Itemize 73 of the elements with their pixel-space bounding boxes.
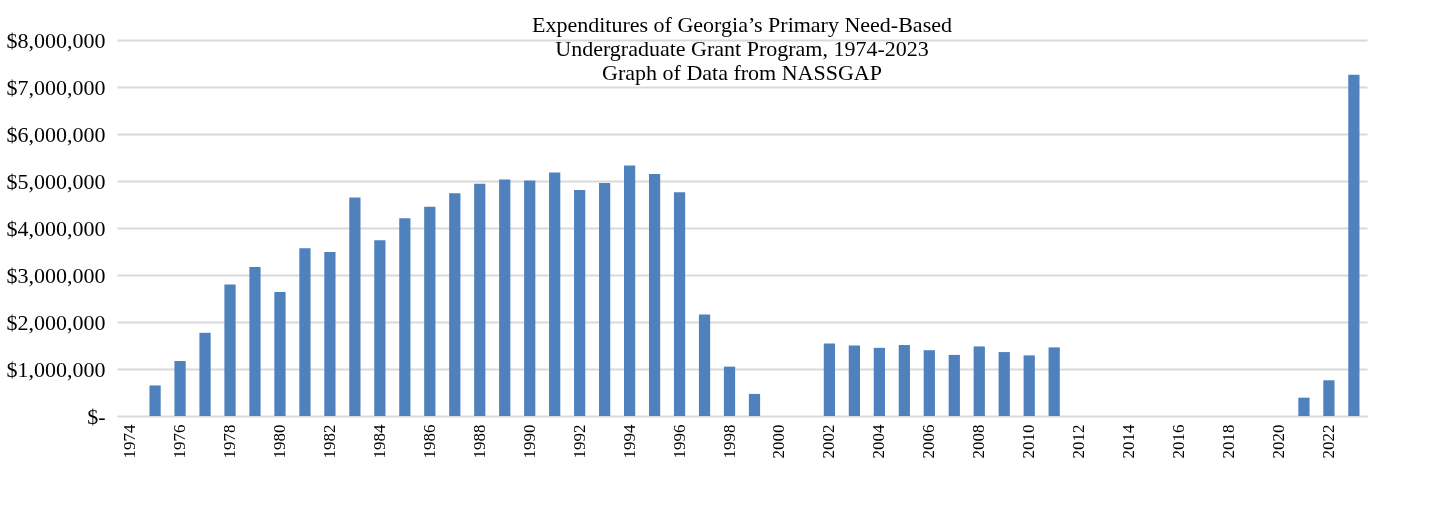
bar: [524, 180, 536, 416]
bar: [374, 240, 386, 416]
chart-title: Expenditures of Georgia’s Primary Need-Based Undergraduate Grant Program, 1974-2023 Graph of Data from NASSGAP: [532, 12, 952, 85]
x-tick-label: 2000: [769, 424, 789, 459]
bar: [673, 192, 686, 416]
x-tick-label: 1992: [569, 424, 589, 459]
x-tick-label: 2002: [819, 424, 839, 459]
x-tick-label: 2010: [1019, 424, 1039, 459]
bar: [723, 366, 736, 416]
x-tick-label: 2008: [969, 424, 989, 459]
x-tick-label: 2006: [919, 424, 939, 459]
bar: [224, 284, 236, 416]
y-tick-label: $8,000,000: [6, 27, 106, 53]
bar: [249, 267, 261, 416]
bar: [324, 251, 336, 416]
bar: [1048, 347, 1060, 416]
y-tick-label: $2,000,000: [6, 309, 106, 335]
x-tick-label: 1986: [419, 424, 439, 459]
bar: [399, 218, 411, 416]
bar: [199, 332, 211, 416]
bar: [648, 173, 661, 416]
bar: [599, 182, 611, 416]
bar: [998, 352, 1010, 416]
x-tick-label: 1980: [269, 424, 289, 459]
bar: [948, 354, 960, 416]
bar: [623, 165, 636, 416]
bar: [274, 291, 286, 416]
y-tick-label: $6,000,000: [6, 121, 106, 147]
bar: [748, 393, 761, 416]
bar: [1023, 355, 1035, 416]
bar: [823, 343, 836, 416]
x-tick-label: 1994: [619, 424, 639, 459]
x-tick-label: 2012: [1069, 424, 1089, 459]
bar: [973, 346, 985, 416]
y-tick-label: $3,000,000: [6, 262, 106, 288]
bar: [1323, 380, 1335, 416]
x-tick-label: 1974: [120, 424, 140, 459]
bar: [923, 350, 935, 416]
bar: [1298, 397, 1310, 416]
x-tick-label: 2022: [1318, 424, 1338, 459]
y-tick-label: $5,000,000: [6, 168, 106, 194]
y-tick-label: $4,000,000: [6, 215, 106, 241]
y-tick-label: $7,000,000: [6, 74, 106, 100]
bar: [898, 345, 910, 416]
bar: [299, 248, 311, 416]
x-tick-label: 2018: [1219, 424, 1239, 459]
y-tick-label: $1,000,000: [6, 356, 106, 382]
x-tick-label: 1990: [519, 424, 539, 459]
bar: [424, 206, 436, 416]
x-tick-label: 1984: [369, 424, 389, 459]
x-tick-label: 2014: [1119, 424, 1139, 459]
bar: [349, 197, 361, 416]
bar: [698, 314, 711, 416]
bar: [149, 385, 161, 416]
bar: [549, 172, 561, 416]
x-tick-label: 2020: [1268, 424, 1288, 459]
bar: [574, 189, 586, 416]
x-tick-label: 1978: [220, 424, 240, 459]
x-tick-label: 2016: [1169, 424, 1189, 459]
x-tick-label: 1976: [170, 424, 190, 459]
bar: [873, 347, 885, 416]
x-tick-label: 1988: [469, 424, 489, 459]
x-tick-label: 2004: [869, 424, 889, 459]
bar: [449, 193, 461, 416]
bar: [848, 345, 861, 416]
y-tick-label: $-: [87, 403, 106, 429]
bar: [1348, 74, 1360, 416]
bar: [474, 183, 486, 416]
bar: [174, 361, 186, 416]
x-tick-label: 1996: [669, 424, 689, 459]
bar: [499, 179, 511, 416]
x-tick-label: 1982: [319, 424, 339, 459]
x-tick-label: 1998: [719, 424, 739, 459]
